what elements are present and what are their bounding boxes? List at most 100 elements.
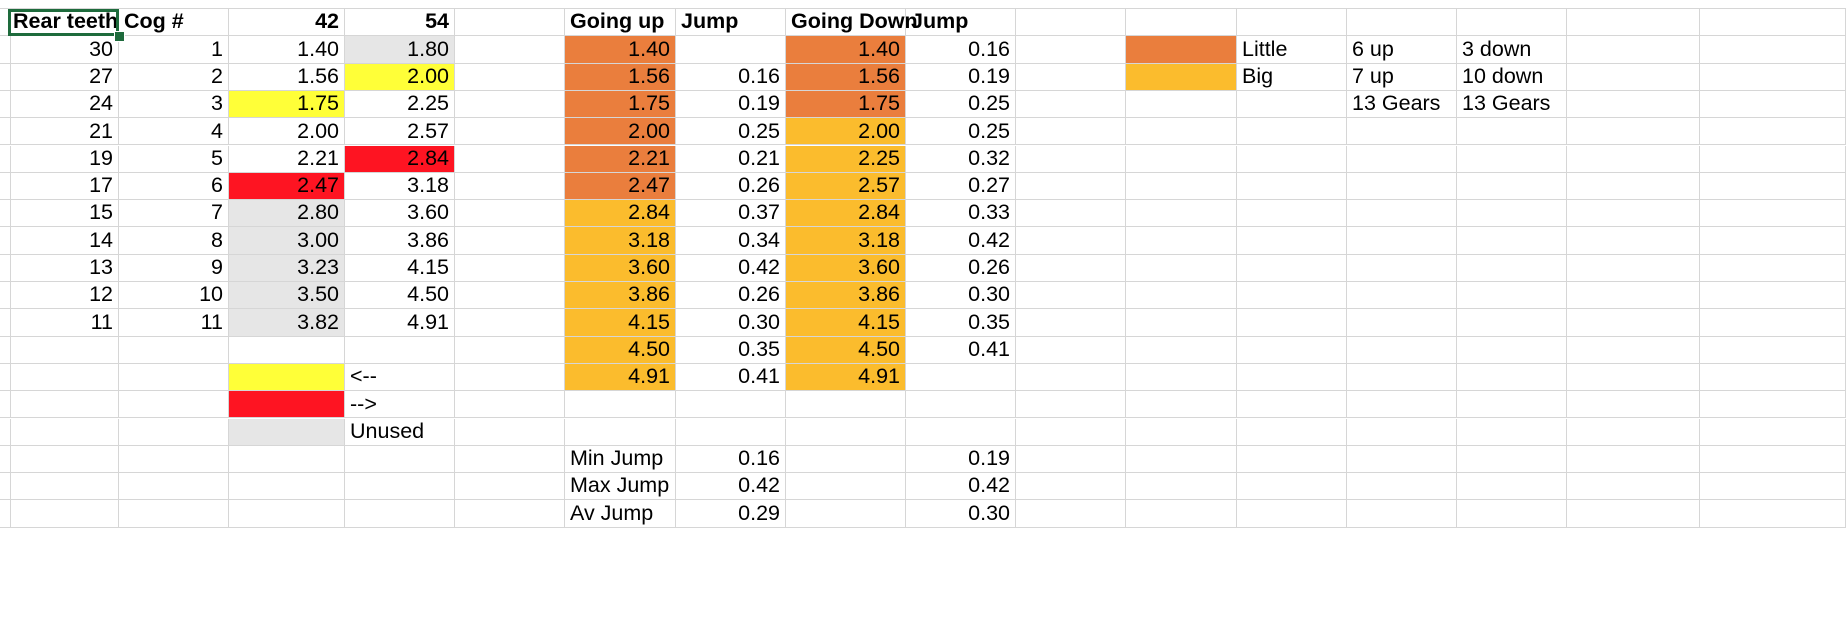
empty-cell[interactable] xyxy=(1567,36,1700,64)
empty-cell[interactable] xyxy=(455,90,565,119)
legend-swatch[interactable] xyxy=(1126,36,1237,64)
ratio-42-cell[interactable]: 3.00 xyxy=(229,227,345,255)
going-down-ratio-cell[interactable]: 3.18 xyxy=(786,227,906,255)
cog-number-cell[interactable]: 10 xyxy=(119,282,229,310)
empty-cell[interactable] xyxy=(906,418,1016,446)
empty-cell[interactable] xyxy=(1700,118,1846,146)
empty-cell[interactable] xyxy=(1567,90,1700,119)
jump-up-cell[interactable]: 0.42 xyxy=(676,254,786,282)
going-down-ratio-cell[interactable]: 3.86 xyxy=(786,282,906,310)
empty-cell[interactable] xyxy=(119,336,229,364)
empty-cell[interactable] xyxy=(1016,445,1126,474)
empty-cell[interactable] xyxy=(345,500,455,528)
jump-down-cell[interactable]: 0.25 xyxy=(906,118,1016,146)
legend-up-count[interactable]: 6 up xyxy=(1347,36,1457,64)
jump-up-cell[interactable]: 0.41 xyxy=(676,363,786,392)
empty-cell[interactable] xyxy=(1567,118,1700,146)
jump-down-cell[interactable]: 0.32 xyxy=(906,145,1016,173)
empty-cell[interactable] xyxy=(119,363,229,392)
empty-cell[interactable] xyxy=(455,36,565,64)
empty-cell[interactable] xyxy=(786,500,906,528)
cog-number-cell[interactable]: 1 xyxy=(119,36,229,64)
ratio-42-cell[interactable]: 2.00 xyxy=(229,118,345,146)
empty-cell[interactable] xyxy=(1237,200,1347,228)
empty-cell[interactable] xyxy=(1567,172,1700,201)
rear-teeth-cell[interactable]: 19 xyxy=(8,145,119,173)
empty-cell[interactable] xyxy=(1457,391,1567,419)
empty-cell[interactable] xyxy=(0,90,11,119)
ratio-42-cell[interactable]: 2.21 xyxy=(229,145,345,173)
empty-cell[interactable] xyxy=(455,145,565,173)
rear-teeth-cell[interactable]: 12 xyxy=(8,282,119,310)
empty-cell[interactable] xyxy=(676,418,786,446)
rear-teeth-cell[interactable]: 27 xyxy=(8,63,119,91)
empty-cell[interactable] xyxy=(1016,227,1126,255)
empty-cell[interactable] xyxy=(1126,172,1237,201)
empty-cell[interactable] xyxy=(1700,309,1846,337)
empty-cell[interactable] xyxy=(0,391,11,419)
empty-cell[interactable] xyxy=(0,445,11,474)
empty-cell[interactable] xyxy=(1126,336,1237,364)
rear-teeth-cell[interactable]: 17 xyxy=(8,172,119,201)
header-chainring-42[interactable]: 42 xyxy=(229,9,345,37)
ratio-42-cell[interactable]: 1.56 xyxy=(229,63,345,91)
key-swatch[interactable] xyxy=(229,391,345,419)
going-up-ratio-cell[interactable]: 4.91 xyxy=(565,363,676,392)
ratio-54-cell[interactable]: 3.18 xyxy=(345,172,455,201)
empty-cell[interactable] xyxy=(455,172,565,201)
empty-cell[interactable] xyxy=(1347,200,1457,228)
going-up-ratio-cell[interactable]: 3.18 xyxy=(565,227,676,255)
empty-cell[interactable] xyxy=(8,391,119,419)
empty-cell[interactable] xyxy=(1567,309,1700,337)
empty-cell[interactable] xyxy=(1347,309,1457,337)
ratio-54-cell[interactable]: 2.84 xyxy=(345,145,455,173)
empty-cell[interactable] xyxy=(0,63,11,91)
empty-cell[interactable] xyxy=(0,309,11,337)
legend-down-count[interactable]: 13 Gears xyxy=(1457,90,1567,119)
going-up-ratio-cell[interactable]: 1.56 xyxy=(565,63,676,91)
empty-cell[interactable] xyxy=(1016,418,1126,446)
empty-cell[interactable] xyxy=(455,200,565,228)
empty-cell[interactable] xyxy=(455,445,565,474)
going-up-ratio-cell[interactable]: 2.84 xyxy=(565,200,676,228)
empty-cell[interactable] xyxy=(1700,391,1846,419)
going-up-ratio-cell[interactable]: 4.50 xyxy=(565,336,676,364)
empty-cell[interactable] xyxy=(1016,90,1126,119)
empty-cell[interactable] xyxy=(455,363,565,392)
legend-down-count[interactable]: 3 down xyxy=(1457,36,1567,64)
ratio-54-cell[interactable]: 2.25 xyxy=(345,90,455,119)
empty-cell[interactable] xyxy=(1567,282,1700,310)
empty-cell[interactable] xyxy=(1347,363,1457,392)
empty-cell[interactable] xyxy=(119,391,229,419)
empty-cell[interactable] xyxy=(119,445,229,474)
empty-cell[interactable] xyxy=(1016,473,1126,501)
stat-label[interactable]: Max Jump xyxy=(565,473,676,501)
empty-cell[interactable] xyxy=(119,418,229,446)
going-down-ratio-cell[interactable]: 4.91 xyxy=(786,363,906,392)
empty-cell[interactable] xyxy=(1126,9,1237,37)
empty-cell[interactable] xyxy=(1237,145,1347,173)
empty-cell[interactable] xyxy=(0,336,11,364)
ratio-42-cell[interactable]: 3.50 xyxy=(229,282,345,310)
empty-cell[interactable] xyxy=(0,36,11,64)
empty-cell[interactable] xyxy=(1567,200,1700,228)
ratio-42-cell[interactable]: 1.75 xyxy=(229,90,345,119)
going-down-ratio-cell[interactable]: 2.00 xyxy=(786,118,906,146)
key-label[interactable]: Unused xyxy=(345,418,455,446)
empty-cell[interactable] xyxy=(1700,63,1846,91)
empty-cell[interactable] xyxy=(455,118,565,146)
empty-cell[interactable] xyxy=(0,418,11,446)
jump-up-cell[interactable] xyxy=(676,36,786,64)
empty-cell[interactable] xyxy=(1457,200,1567,228)
cog-number-cell[interactable]: 8 xyxy=(119,227,229,255)
ratio-42-cell[interactable]: 3.82 xyxy=(229,309,345,337)
empty-cell[interactable] xyxy=(0,145,11,173)
jump-down-cell[interactable] xyxy=(906,363,1016,392)
empty-cell[interactable] xyxy=(455,227,565,255)
empty-cell[interactable] xyxy=(1457,118,1567,146)
rear-teeth-cell[interactable]: 13 xyxy=(8,254,119,282)
stat-up-value[interactable]: 0.29 xyxy=(676,500,786,528)
empty-cell[interactable] xyxy=(1237,363,1347,392)
going-down-ratio-cell[interactable]: 4.50 xyxy=(786,336,906,364)
ratio-42-cell[interactable]: 2.80 xyxy=(229,200,345,228)
